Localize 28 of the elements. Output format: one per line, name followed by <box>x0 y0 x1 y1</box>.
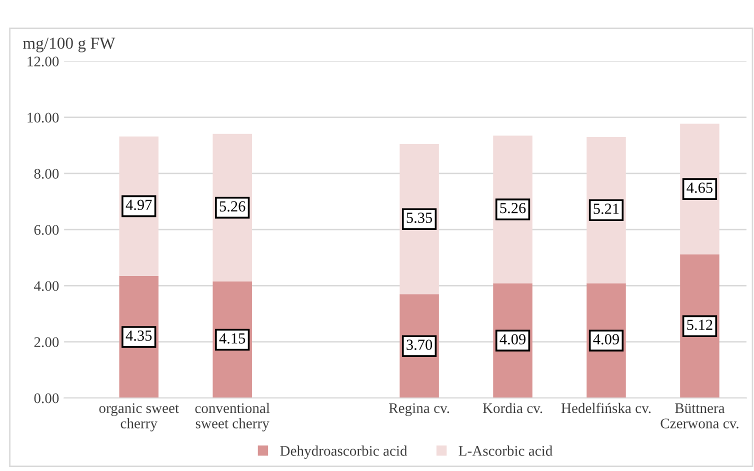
y-tick-label: 12.00 <box>28 56 59 66</box>
x-tick-label: Hedelfińska cv. <box>561 402 651 414</box>
x-tick-label: Kordia cv. <box>482 402 542 414</box>
data-label: 5.35 <box>406 212 432 223</box>
data-label: 4.35 <box>126 330 152 341</box>
data-label: 4.09 <box>500 334 526 344</box>
y-axis-title: mg/100 g FW <box>22 38 116 52</box>
data-label: 5.12 <box>687 320 712 330</box>
y-tick-label: 2.00 <box>34 337 59 348</box>
y-tick-label: 4.00 <box>34 281 59 292</box>
data-label: 4.97 <box>126 200 152 210</box>
x-tick-label: Regina cv. <box>389 403 450 416</box>
data-label: 4.15 <box>219 333 246 344</box>
x-tick-label: Büttnera Czerwona cv. <box>660 403 738 428</box>
x-tick-label: conventional sweet cherry <box>195 402 270 432</box>
data-label: 4.65 <box>686 182 712 193</box>
y-tick-label: 6.00 <box>34 224 59 235</box>
y-tick-label: 0.00 <box>34 393 59 404</box>
data-label: 5.26 <box>500 202 526 214</box>
y-tick-label: 8.00 <box>34 168 59 179</box>
data-label: 3.70 <box>406 340 432 350</box>
x-tick-label: organic sweet cherry <box>99 403 179 432</box>
legend-label: Dehydroascorbic acid <box>280 446 408 459</box>
y-tick-label: 10.00 <box>28 112 59 123</box>
data-label: 5.21 <box>594 204 619 214</box>
data-label: 4.09 <box>593 334 619 344</box>
legend-label: L-Ascorbic acid <box>458 446 552 456</box>
data-label: 5.26 <box>220 201 246 212</box>
